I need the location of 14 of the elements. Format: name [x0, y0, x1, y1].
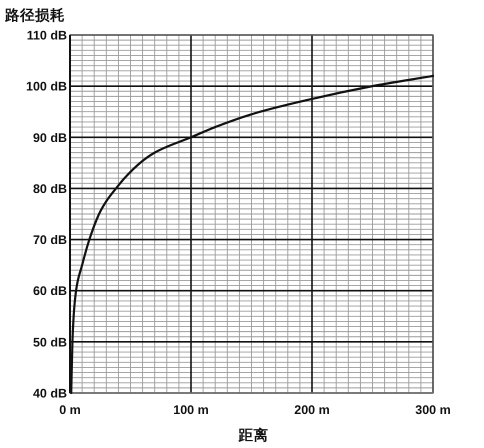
y-tick-label: 60 dB [32, 284, 67, 298]
y-tick-label: 100 dB [26, 80, 67, 94]
x-tick-label: 0 m [59, 403, 81, 417]
x-tick-label: 100 m [173, 403, 209, 417]
chart-title: 路径损耗 [4, 7, 65, 24]
y-tick-label: 80 dB [32, 182, 67, 196]
y-tick-label: 70 dB [32, 233, 67, 248]
y-tick-label: 50 dB [32, 335, 67, 350]
y-tick-label: 90 dB [32, 130, 67, 145]
x-axis-title: 距离 [238, 426, 268, 444]
x-tick-label: 300 m [415, 403, 451, 417]
y-tick-label: 40 dB [32, 386, 67, 400]
x-tick-label: 200 m [294, 403, 330, 417]
y-tick-label: 110 dB [26, 28, 67, 42]
